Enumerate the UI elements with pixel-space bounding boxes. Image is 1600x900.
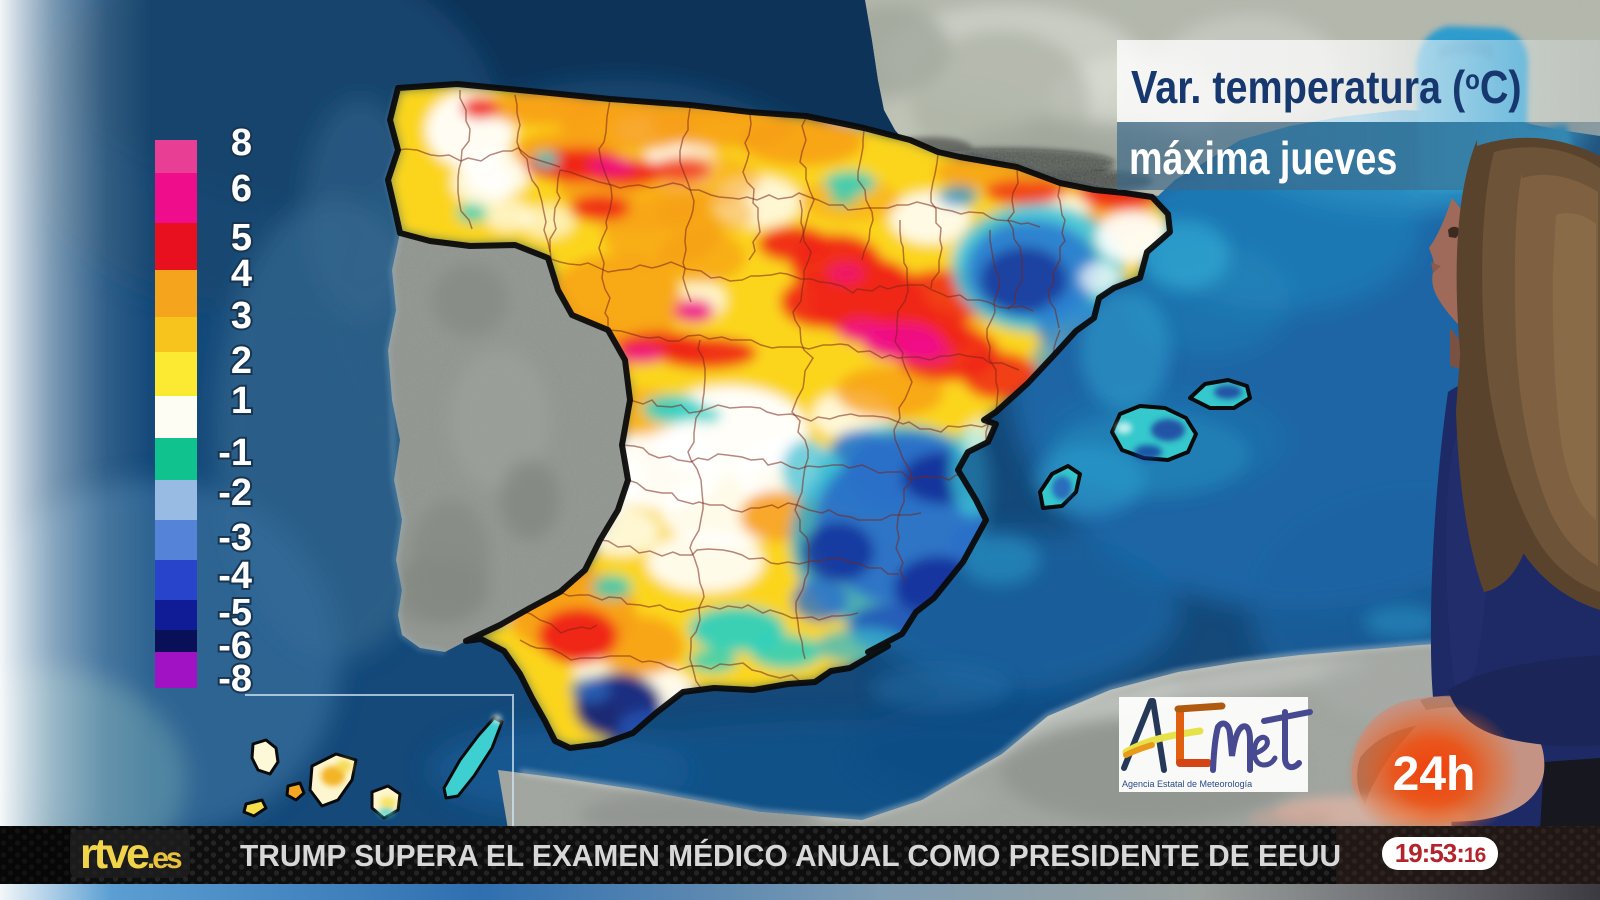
svg-text:-2: -2 <box>218 472 252 514</box>
svg-text:-8: -8 <box>218 658 252 700</box>
svg-text:3: 3 <box>231 295 252 337</box>
svg-text:máxima jueves: máxima jueves <box>1129 132 1397 183</box>
svg-text:24h: 24h <box>1393 748 1476 801</box>
svg-text:-1: -1 <box>218 432 252 474</box>
svg-text:-5: -5 <box>218 592 252 634</box>
svg-text:19:53:16: 19:53:16 <box>1395 838 1486 868</box>
svg-text:4: 4 <box>231 253 252 295</box>
svg-text:5: 5 <box>231 217 252 259</box>
svg-text:1: 1 <box>231 380 252 422</box>
svg-text:6: 6 <box>231 168 252 210</box>
svg-text:Agencia Estatal de Meteorologí: Agencia Estatal de Meteorología <box>1122 779 1252 789</box>
svg-text:Var. temperatura (oC): Var. temperatura (oC) <box>1131 62 1522 113</box>
svg-text:8: 8 <box>231 122 252 164</box>
svg-text:-4: -4 <box>218 555 252 597</box>
svg-text:TRUMP SUPERA EL EXAMEN MÉDICO: TRUMP SUPERA EL EXAMEN MÉDICO ANUAL COMO… <box>240 838 1341 874</box>
svg-text:-3: -3 <box>218 517 252 559</box>
svg-text:-6: -6 <box>218 625 252 667</box>
svg-text:2: 2 <box>231 340 252 382</box>
